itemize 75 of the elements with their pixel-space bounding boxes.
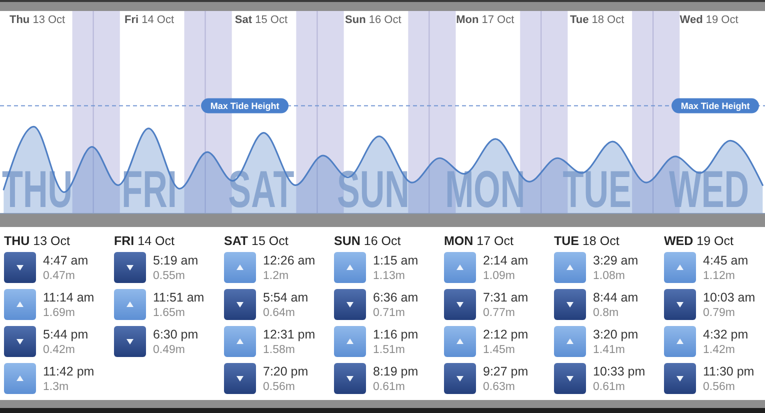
data-label: 0.63m bbox=[483, 381, 515, 393]
x-tick-label: Wed 19 Oct bbox=[680, 14, 738, 26]
text: 4:32 pm bbox=[703, 328, 748, 342]
text: 5:54 am bbox=[263, 290, 308, 304]
category-label: SUN 16 Oct bbox=[334, 234, 402, 248]
text: 4:47 am bbox=[43, 254, 88, 268]
data-label: 1.09m bbox=[483, 270, 515, 282]
x-tick-label: Fri 14 Oct bbox=[124, 14, 174, 26]
text: 1:16 pm bbox=[373, 328, 418, 342]
text: Max Tide Height bbox=[680, 100, 750, 111]
data-label: 0.61m bbox=[373, 381, 405, 393]
x-tick-label: Tue 18 Oct bbox=[570, 14, 624, 26]
category-label: THU 13 Oct bbox=[4, 234, 71, 248]
category-label: WED 19 Oct bbox=[664, 234, 734, 248]
text: 3:20 pm bbox=[593, 328, 638, 342]
text: 8:19 pm bbox=[373, 364, 418, 378]
text: 12:26 am bbox=[263, 254, 316, 268]
annotation: THU bbox=[2, 160, 73, 219]
data-label: 1.69m bbox=[43, 307, 75, 319]
annotation: SAT bbox=[228, 160, 294, 219]
annotation: TUE bbox=[562, 160, 632, 219]
category-label: MON 17 Oct bbox=[444, 234, 514, 248]
text: 2:12 pm bbox=[483, 328, 528, 342]
text: 7:31 am bbox=[483, 290, 528, 304]
data-label: 1.42m bbox=[703, 344, 735, 356]
annotation: SUN bbox=[336, 160, 410, 219]
data-label: 0.77m bbox=[483, 307, 515, 319]
text: 1:15 am bbox=[373, 254, 418, 268]
data-label: 0.47m bbox=[43, 270, 75, 282]
data-label: 0.8m bbox=[593, 307, 619, 319]
text: 11:51 am bbox=[153, 290, 204, 304]
data-label: 1.45m bbox=[483, 344, 515, 356]
ref-line-label: Max Tide Height bbox=[210, 100, 280, 111]
data-label: 0.79m bbox=[703, 307, 735, 319]
data-label: 1.3m bbox=[43, 381, 69, 393]
text: 6:36 am bbox=[373, 290, 418, 304]
category-label: SAT 15 Oct bbox=[224, 234, 289, 248]
data-label: 0.61m bbox=[593, 381, 625, 393]
category-label: TUE 18 Oct bbox=[554, 234, 620, 248]
text: 10:03 am bbox=[703, 290, 756, 304]
text: 11:14 am bbox=[43, 290, 94, 304]
text: 9:27 pm bbox=[483, 364, 528, 378]
text: 5:44 pm bbox=[43, 328, 88, 342]
data-label: 1.2m bbox=[263, 270, 289, 282]
annotation: FRI bbox=[122, 160, 177, 219]
text: 10:33 pm bbox=[593, 364, 646, 378]
text: 6:30 pm bbox=[153, 328, 198, 342]
text: 11:30 pm bbox=[703, 364, 754, 378]
data-label: 0.55m bbox=[153, 270, 185, 282]
text: 4:45 am bbox=[703, 254, 748, 268]
data-label: 1.65m bbox=[153, 307, 185, 319]
data-label: 0.56m bbox=[263, 381, 295, 393]
x-tick-label: Sat 15 Oct bbox=[234, 14, 288, 26]
data-label: 1.58m bbox=[263, 344, 295, 356]
data-label: 0.64m bbox=[263, 307, 295, 319]
text: 3:29 am bbox=[593, 254, 638, 268]
data-label: 1.13m bbox=[373, 270, 405, 282]
text: 7:20 pm bbox=[263, 364, 308, 378]
text: 11:42 pm bbox=[43, 364, 94, 378]
text: 8:44 am bbox=[593, 290, 638, 304]
text: 12:31 pm bbox=[263, 328, 316, 342]
data-label: 1.51m bbox=[373, 344, 405, 356]
data-label: 0.56m bbox=[703, 381, 735, 393]
text: 5:19 am bbox=[153, 254, 198, 268]
data-label: 0.42m bbox=[43, 344, 75, 356]
category-label: FRI 14 Oct bbox=[114, 234, 175, 248]
data-label: 1.12m bbox=[703, 270, 735, 282]
data-label: 0.49m bbox=[153, 344, 185, 356]
data-label: 1.08m bbox=[593, 270, 625, 282]
text: 2:14 am bbox=[483, 254, 528, 268]
x-tick-label: Mon 17 Oct bbox=[456, 14, 514, 26]
data-label: 1.41m bbox=[593, 344, 625, 356]
x-tick-label: Sun 16 Oct bbox=[345, 14, 402, 26]
x-tick-label: Thu 13 Oct bbox=[9, 14, 66, 26]
data-label: 0.71m bbox=[373, 307, 405, 319]
